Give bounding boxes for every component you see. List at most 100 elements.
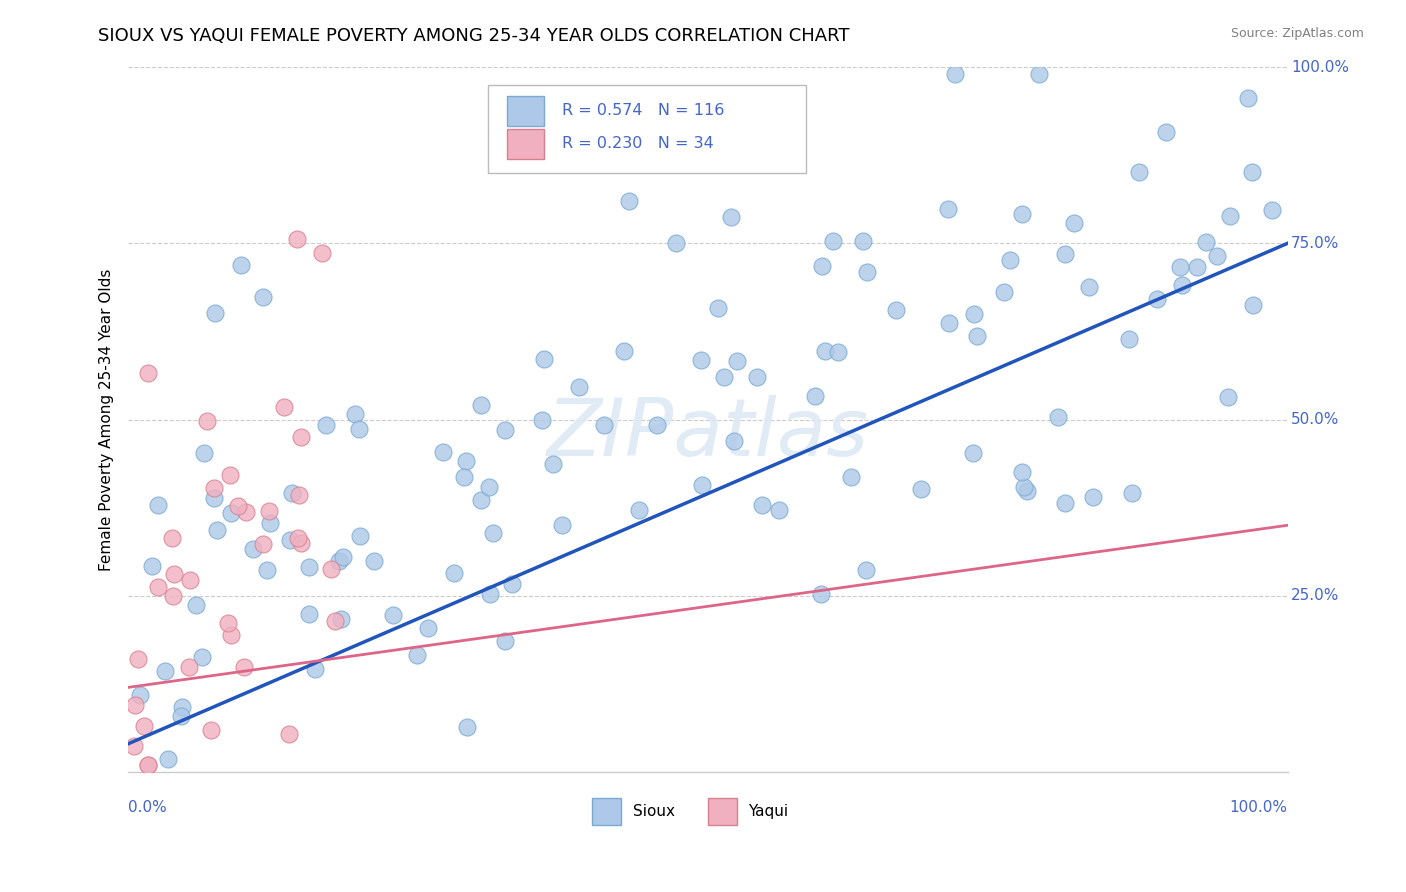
Point xyxy=(1015,484,1038,499)
Point xyxy=(725,353,748,368)
Point xyxy=(219,506,242,520)
Point xyxy=(963,307,986,321)
Point xyxy=(124,698,146,713)
Point xyxy=(153,664,176,678)
Point xyxy=(1000,253,1022,268)
Point xyxy=(304,662,326,676)
Point xyxy=(707,301,730,315)
Point xyxy=(501,577,523,591)
Point xyxy=(179,573,201,587)
Point xyxy=(347,422,370,436)
Point xyxy=(136,758,159,772)
Point xyxy=(146,498,169,512)
Point xyxy=(910,482,932,496)
Point xyxy=(363,554,385,568)
Point xyxy=(184,598,207,612)
Y-axis label: Female Poverty Among 25-34 Year Olds: Female Poverty Among 25-34 Year Olds xyxy=(100,268,114,571)
Text: R = 0.574   N = 116: R = 0.574 N = 116 xyxy=(562,103,724,119)
Point xyxy=(207,523,229,537)
Text: 100.0%: 100.0% xyxy=(1291,60,1348,75)
Point xyxy=(122,739,145,753)
Point xyxy=(193,445,215,459)
Point xyxy=(936,202,959,216)
Point xyxy=(723,434,745,448)
Point xyxy=(138,366,160,380)
Point xyxy=(127,651,149,665)
Point xyxy=(252,537,274,551)
Point xyxy=(627,503,650,517)
Text: R = 0.230   N = 34: R = 0.230 N = 34 xyxy=(562,136,714,152)
Point xyxy=(1241,165,1264,179)
Text: 25.0%: 25.0% xyxy=(1291,588,1340,603)
Point xyxy=(1054,246,1077,260)
Point xyxy=(287,488,309,502)
Point xyxy=(1241,298,1264,312)
Point xyxy=(232,660,254,674)
Point xyxy=(1170,260,1192,275)
Point xyxy=(938,316,960,330)
Point xyxy=(993,285,1015,300)
Point xyxy=(418,622,440,636)
Point xyxy=(453,469,475,483)
Point xyxy=(328,554,350,568)
Point xyxy=(541,457,564,471)
Point xyxy=(256,563,278,577)
Point xyxy=(298,607,321,622)
Point xyxy=(321,562,343,576)
Point xyxy=(814,343,837,358)
Text: Sioux: Sioux xyxy=(633,804,675,819)
Point xyxy=(277,726,299,740)
Point xyxy=(290,430,312,444)
Point xyxy=(689,353,711,368)
Point xyxy=(530,412,553,426)
Point xyxy=(332,550,354,565)
Point xyxy=(613,344,636,359)
Point xyxy=(202,481,225,495)
Point xyxy=(1219,209,1241,223)
Point xyxy=(382,607,405,622)
Point xyxy=(1206,249,1229,263)
Point xyxy=(134,719,156,733)
Text: 50.0%: 50.0% xyxy=(1291,412,1340,427)
Point xyxy=(551,518,574,533)
Point xyxy=(290,536,312,550)
Point xyxy=(1185,260,1208,274)
Point xyxy=(1128,164,1150,178)
Point xyxy=(278,533,301,547)
Point xyxy=(692,478,714,492)
Point xyxy=(470,398,492,412)
Point xyxy=(172,700,194,714)
Point xyxy=(645,418,668,433)
Point xyxy=(298,559,321,574)
Point xyxy=(665,236,688,251)
FancyBboxPatch shape xyxy=(488,85,807,173)
Point xyxy=(962,446,984,460)
Point xyxy=(751,498,773,512)
Point xyxy=(1063,216,1085,230)
Point xyxy=(231,258,253,272)
Point xyxy=(720,210,742,224)
Point xyxy=(1118,332,1140,346)
Point xyxy=(804,388,827,402)
Point xyxy=(344,407,367,421)
Point xyxy=(454,454,477,468)
Point xyxy=(252,289,274,303)
Point xyxy=(157,752,180,766)
Point xyxy=(811,259,834,273)
Point xyxy=(1154,125,1177,139)
Point xyxy=(494,423,516,437)
Point xyxy=(943,67,966,81)
Point xyxy=(285,232,308,246)
Point xyxy=(1146,292,1168,306)
Bar xyxy=(508,129,544,159)
Point xyxy=(1011,466,1033,480)
Point xyxy=(839,470,862,484)
Point xyxy=(200,723,222,737)
Point xyxy=(713,370,735,384)
Point xyxy=(162,531,184,545)
Text: SIOUX VS YAQUI FEMALE POVERTY AMONG 25-34 YEAR OLDS CORRELATION CHART: SIOUX VS YAQUI FEMALE POVERTY AMONG 25-3… xyxy=(98,27,849,45)
Point xyxy=(162,589,184,603)
Point xyxy=(242,542,264,557)
Point xyxy=(217,616,239,631)
Point xyxy=(226,499,249,513)
